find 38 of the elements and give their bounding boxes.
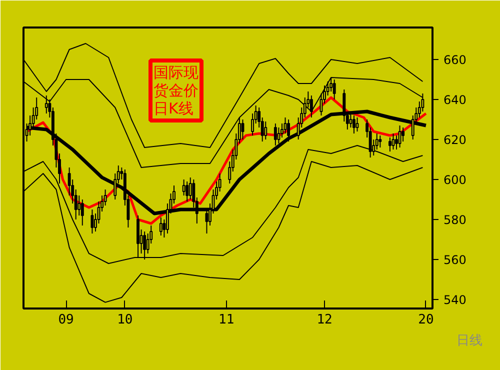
- candlestick: [378, 135, 382, 148]
- candlestick: [188, 177, 192, 200]
- candlestick: [136, 215, 140, 258]
- candlestick: [159, 217, 162, 236]
- candlestick: [388, 137, 392, 152]
- y-tick-label: 600: [444, 173, 466, 187]
- candlestick: [186, 181, 189, 202]
- candlestick: [264, 121, 268, 140]
- candlestick: [241, 119, 244, 140]
- x-tick-label: 12: [316, 312, 332, 328]
- candlestick: [90, 209, 94, 234]
- text: 国际现货金价日K线: [154, 64, 198, 118]
- candlestick: [78, 195, 81, 216]
- candlestick: [143, 231, 146, 260]
- x-tick-label: 10: [117, 312, 133, 328]
- candlestick: [80, 199, 84, 226]
- x-tick-label: 11: [218, 312, 234, 328]
- y-tick-label: 660: [444, 53, 466, 67]
- candlestick: [287, 119, 290, 142]
- candlestick: [349, 113, 352, 128]
- candlestick: [310, 95, 313, 118]
- candlestick: [395, 135, 398, 150]
- y-tick-label: 560: [444, 253, 466, 267]
- candlestick: [356, 117, 359, 132]
- candlestick: [402, 127, 405, 142]
- y-tick-label: 620: [444, 133, 466, 147]
- x-axis-title: 日线: [456, 334, 482, 348]
- x-tick-label: 20: [418, 312, 434, 328]
- candlestick: [277, 127, 280, 144]
- x-tick-label: 09: [58, 312, 74, 328]
- candlestick: [44, 95, 48, 114]
- candlestick: [398, 125, 402, 148]
- y-tick-label: 540: [444, 293, 466, 307]
- candlestick: [274, 123, 277, 146]
- y-tick-label: 580: [444, 213, 466, 227]
- candlestick: [182, 179, 186, 196]
- candlestick: [352, 115, 356, 134]
- y-tick-label: 640: [444, 93, 466, 107]
